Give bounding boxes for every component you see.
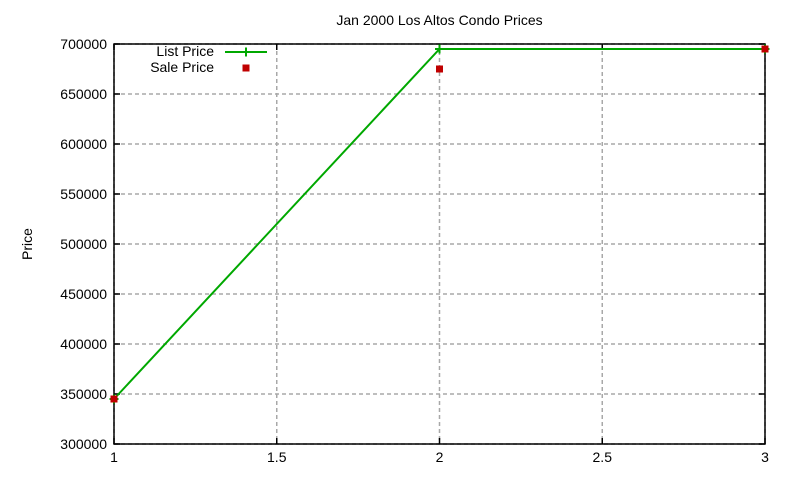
data-point-sale-price-square-marker bbox=[761, 45, 769, 53]
x-tick-label: 1.5 bbox=[267, 449, 287, 465]
y-tick-label: 300000 bbox=[60, 436, 107, 452]
y-tick-label: 400000 bbox=[60, 336, 107, 352]
x-tick-label: 2.5 bbox=[593, 449, 613, 465]
y-tick-label: 450000 bbox=[60, 286, 107, 302]
legend-label-list-price: List Price bbox=[156, 43, 214, 59]
y-tick-label: 550000 bbox=[60, 186, 107, 202]
data-point-sale-price-square-marker bbox=[110, 395, 118, 403]
chart-title: Jan 2000 Los Altos Condo Prices bbox=[336, 12, 542, 28]
y-tick-label: 500000 bbox=[60, 236, 107, 252]
data-point-sale-price-square-marker bbox=[436, 65, 443, 73]
y-tick-label: 700000 bbox=[60, 36, 107, 52]
legend-square-marker-sale-price bbox=[242, 64, 250, 72]
x-tick-label: 2 bbox=[436, 449, 444, 465]
legend-label-sale-price: Sale Price bbox=[150, 59, 214, 75]
x-tick-label: 1 bbox=[110, 449, 118, 465]
series-sale-price bbox=[110, 45, 769, 403]
y-tick-label: 650000 bbox=[60, 86, 107, 102]
y-tick-label: 600000 bbox=[60, 136, 107, 152]
y-tick-label: 350000 bbox=[60, 386, 107, 402]
y-axis-label: Price bbox=[19, 228, 35, 260]
x-tick-label: 3 bbox=[761, 449, 769, 465]
